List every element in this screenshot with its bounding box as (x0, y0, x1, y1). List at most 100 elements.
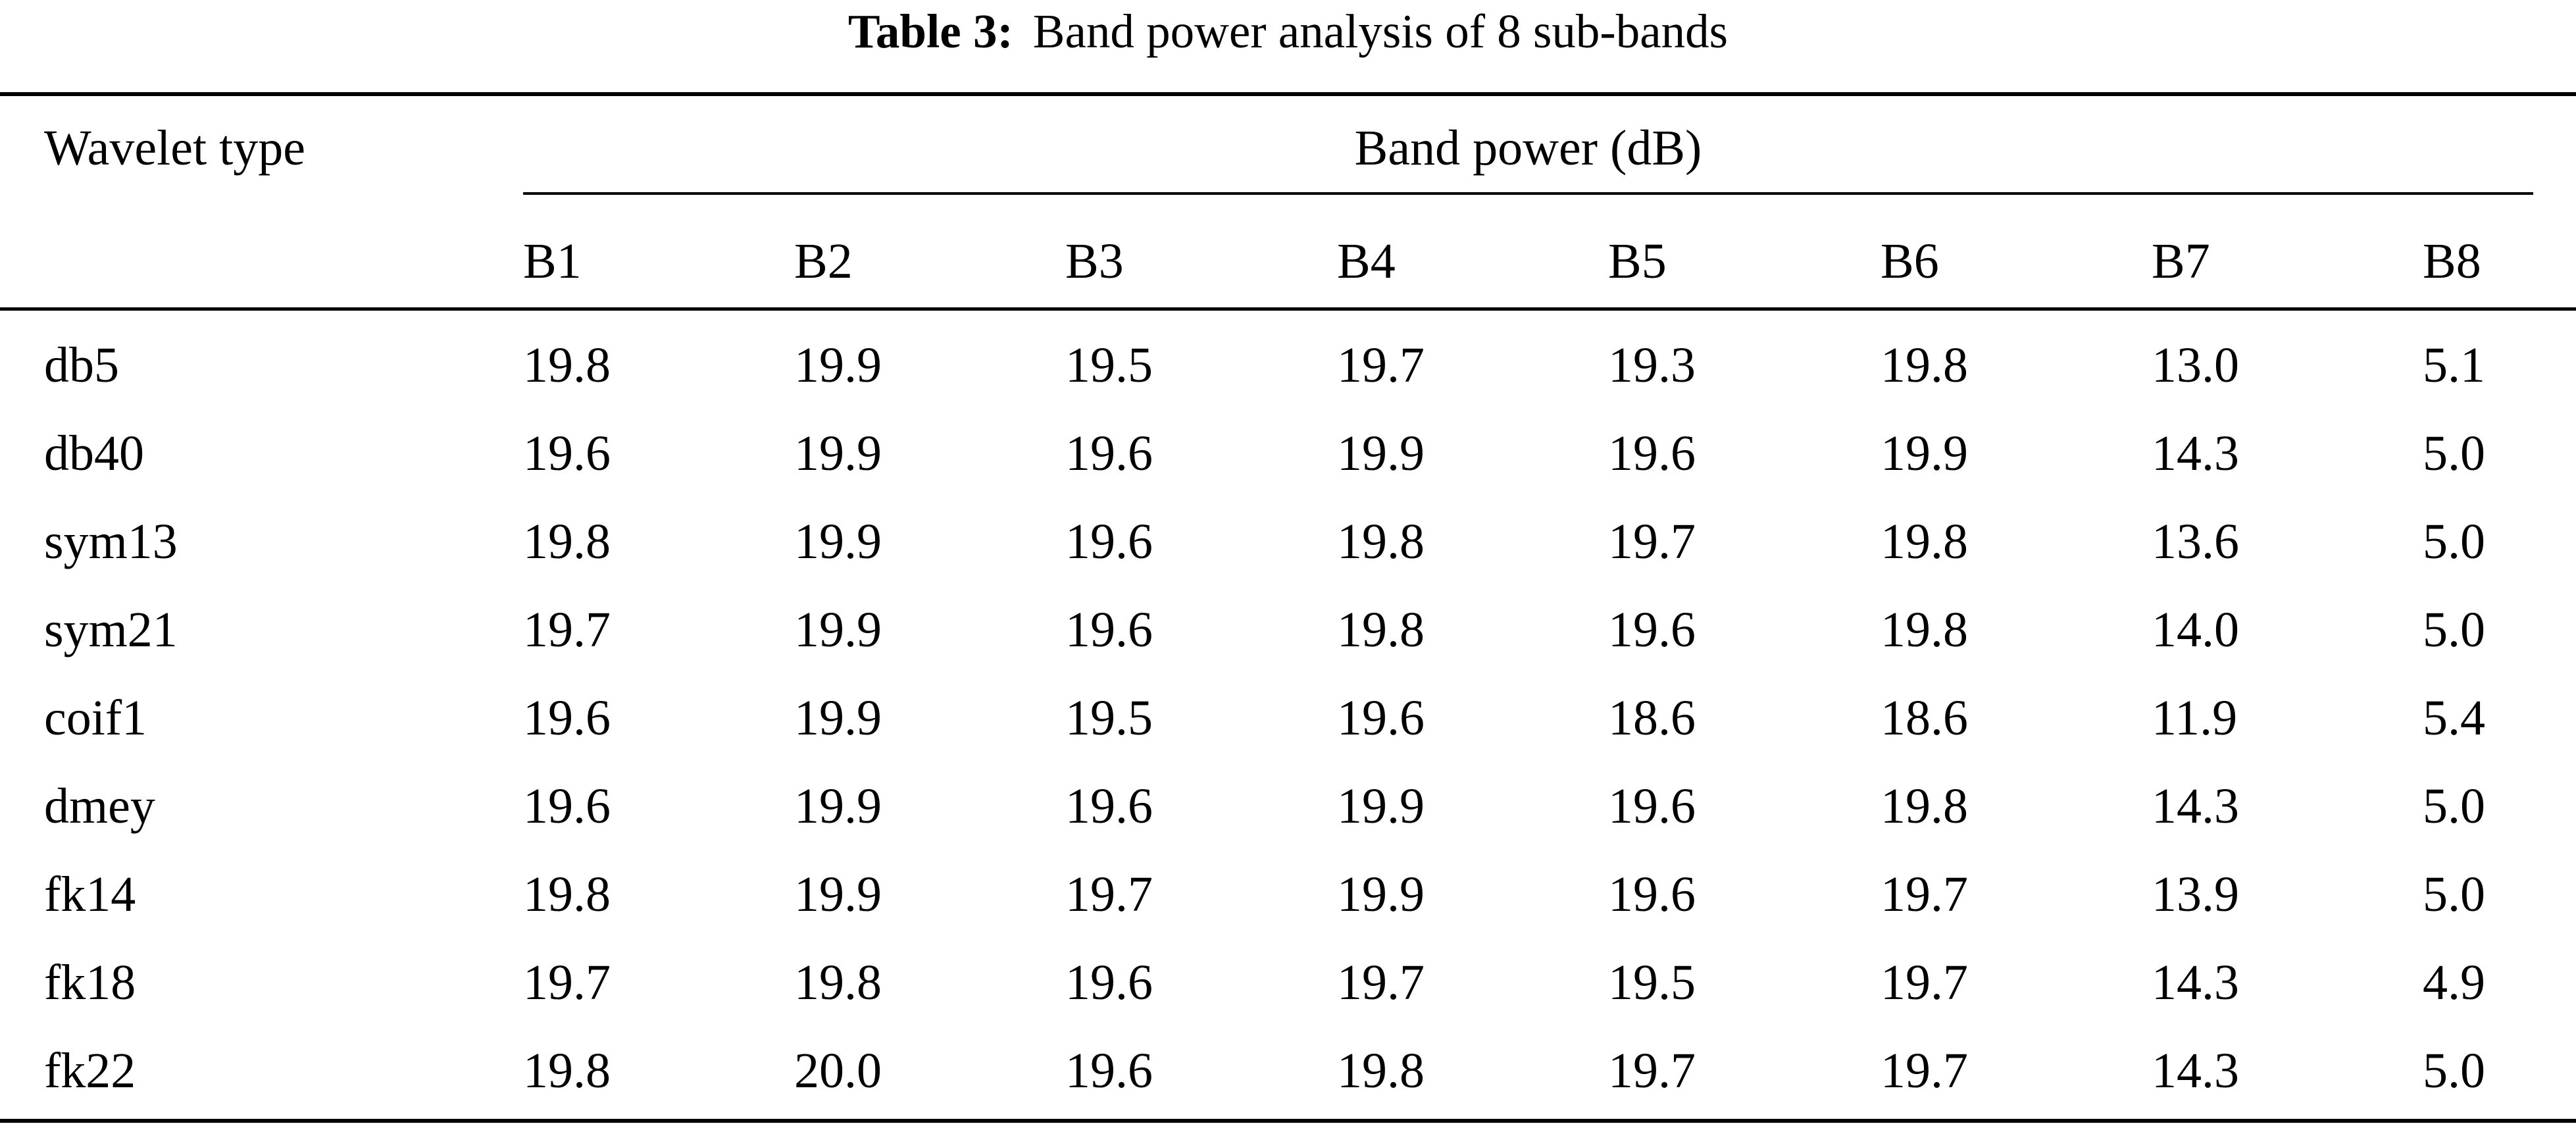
band-value-cell: 19.6 (523, 779, 611, 834)
band-value-cell: 11.9 (2152, 690, 2238, 746)
band-value-cell: 19.7 (1337, 955, 1425, 1010)
band-value-cell: 19.6 (1608, 779, 1696, 834)
wavelet-type-cell: fk14 (44, 867, 136, 922)
table-row: coif1 19.6 19.9 19.5 19.6 18.6 18.6 11.9… (0, 688, 2576, 777)
band-value-cell: 5.1 (2423, 338, 2485, 393)
band-header-b4: B4 (1337, 234, 1396, 289)
wavelet-type-cell: coif1 (44, 690, 147, 746)
wavelet-type-cell: fk18 (44, 955, 136, 1010)
band-value-cell: 19.7 (1881, 955, 1968, 1010)
band-value-cell: 19.8 (1881, 779, 1968, 834)
band-header-b8: B8 (2423, 234, 2481, 289)
table-row: fk22 19.8 20.0 19.6 19.8 19.7 19.7 14.3 … (0, 1041, 2576, 1129)
band-value-cell: 18.6 (1881, 690, 1968, 746)
band-value-cell: 14.3 (2152, 1043, 2239, 1098)
band-value-cell: 19.9 (794, 426, 882, 481)
band-value-cell: 13.0 (2152, 338, 2239, 393)
band-value-cell: 19.3 (1608, 338, 1696, 393)
band-value-cell: 19.6 (1608, 426, 1696, 481)
band-value-cell: 19.8 (794, 955, 882, 1010)
band-value-cell: 19.8 (1337, 514, 1425, 569)
band-value-cell: 19.9 (1337, 867, 1425, 922)
wavelet-type-cell: db5 (44, 338, 119, 393)
table-caption-text: Band power analysis of 8 sub-bands (1032, 5, 1729, 58)
band-value-cell: 19.6 (523, 690, 611, 746)
band-value-cell: 19.9 (794, 867, 882, 922)
band-value-cell: 19.7 (523, 602, 611, 657)
band-value-cell: 19.6 (523, 426, 611, 481)
table-caption-label: Table 3: (847, 5, 1013, 58)
band-value-cell: 19.6 (1065, 779, 1153, 834)
band-value-cell: 19.6 (1065, 426, 1153, 481)
band-header-b7: B7 (2152, 234, 2210, 289)
band-value-cell: 5.0 (2423, 779, 2485, 834)
band-value-cell: 19.9 (794, 690, 882, 746)
band-header-b5: B5 (1608, 234, 1667, 289)
band-value-cell: 19.7 (1881, 1043, 1968, 1098)
band-value-cell: 13.9 (2152, 867, 2239, 922)
band-value-cell: 14.3 (2152, 955, 2239, 1010)
band-value-cell: 19.7 (1065, 867, 1153, 922)
band-value-cell: 19.8 (1337, 602, 1425, 657)
band-value-cell: 19.9 (1337, 426, 1425, 481)
wavelet-type-cell: db40 (44, 426, 144, 481)
table-row: sym21 19.7 19.9 19.6 19.8 19.6 19.8 14.0… (0, 600, 2576, 688)
band-value-cell: 19.9 (794, 338, 882, 393)
band-value-cell: 4.9 (2423, 955, 2485, 1010)
band-value-cell: 19.5 (1065, 338, 1153, 393)
band-value-cell: 5.0 (2423, 867, 2485, 922)
table-caption: Table 3: Band power analysis of 8 sub-ban… (0, 0, 2576, 79)
band-value-cell: 19.9 (794, 514, 882, 569)
band-value-cell: 19.9 (794, 779, 882, 834)
band-value-cell: 14.3 (2152, 426, 2239, 481)
table-row: sym13 19.8 19.9 19.6 19.8 19.7 19.8 13.6… (0, 512, 2576, 600)
band-value-cell: 13.6 (2152, 514, 2239, 569)
table-row: db40 19.6 19.9 19.6 19.9 19.6 19.9 14.3 … (0, 424, 2576, 512)
band-value-cell: 19.9 (794, 602, 882, 657)
band-value-cell: 19.8 (523, 1043, 611, 1098)
band-value-cell: 19.8 (523, 514, 611, 569)
band-value-cell: 5.4 (2423, 690, 2485, 746)
band-value-cell: 19.6 (1608, 602, 1696, 657)
group-header-rule (523, 192, 2533, 195)
wavelet-type-cell: sym21 (44, 602, 178, 657)
band-header-b2: B2 (794, 234, 853, 289)
wavelet-type-cell: fk22 (44, 1043, 136, 1098)
band-value-cell: 5.0 (2423, 602, 2485, 657)
band-header-row: B1 B2 B3 B4 B5 B6 B7 B8 (0, 232, 2576, 291)
band-value-cell: 19.7 (1337, 338, 1425, 393)
band-value-cell: 5.0 (2423, 514, 2485, 569)
band-value-cell: 20.0 (794, 1043, 882, 1098)
band-value-cell: 14.3 (2152, 779, 2239, 834)
band-value-cell: 19.6 (1065, 955, 1153, 1010)
band-value-cell: 14.0 (2152, 602, 2239, 657)
band-value-cell: 19.6 (1065, 602, 1153, 657)
table-body: db5 19.8 19.9 19.5 19.7 19.3 19.8 13.0 5… (0, 336, 2576, 1129)
band-header-b1: B1 (523, 234, 582, 289)
band-power-group-header: Band power (dB) (1354, 120, 1702, 176)
bottom-rule (0, 1119, 2576, 1123)
band-value-cell: 19.9 (1881, 426, 1968, 481)
stub-column-header: Wavelet type (44, 120, 305, 176)
band-value-cell: 19.7 (1608, 514, 1696, 569)
band-value-cell: 19.7 (1608, 1043, 1696, 1098)
table-row: dmey 19.6 19.9 19.6 19.9 19.6 19.8 14.3 … (0, 777, 2576, 865)
band-value-cell: 19.8 (1337, 1043, 1425, 1098)
band-header-b3: B3 (1065, 234, 1124, 289)
band-header-b6: B6 (1881, 234, 1939, 289)
band-value-cell: 19.5 (1065, 690, 1153, 746)
band-value-cell: 18.6 (1608, 690, 1696, 746)
band-value-cell: 19.8 (523, 867, 611, 922)
band-value-cell: 19.8 (1881, 602, 1968, 657)
wavelet-type-cell: dmey (44, 779, 155, 834)
band-value-cell: 19.6 (1608, 867, 1696, 922)
table-row: fk18 19.7 19.8 19.6 19.7 19.5 19.7 14.3 … (0, 953, 2576, 1041)
band-value-cell: 19.6 (1065, 1043, 1153, 1098)
header-rule (0, 307, 2576, 311)
band-value-cell: 19.5 (1608, 955, 1696, 1010)
band-value-cell: 19.8 (1881, 338, 1968, 393)
wavelet-type-cell: sym13 (44, 514, 178, 569)
band-value-cell: 19.7 (523, 955, 611, 1010)
table-row: db5 19.8 19.9 19.5 19.7 19.3 19.8 13.0 5… (0, 336, 2576, 424)
band-value-cell: 19.9 (1337, 779, 1425, 834)
